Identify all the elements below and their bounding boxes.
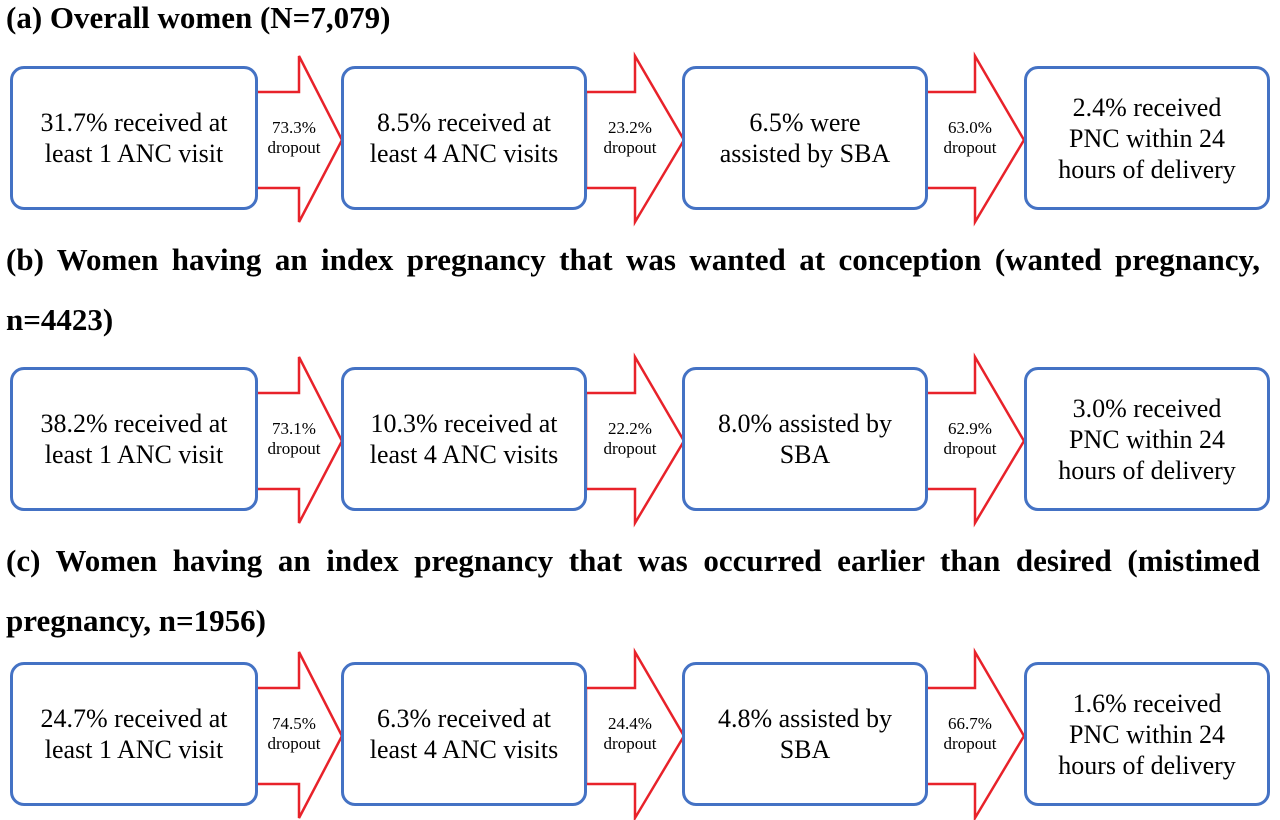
step-box: 1.6% received PNC within 24 hours of deliv… <box>1024 662 1270 806</box>
panel-b-heading: (b) Women having an index pregnancy that… <box>6 242 1260 337</box>
panel-a-flow: 73.3% dropout 23.2% dropout 63.0% dropout 31.7… <box>0 51 1280 227</box>
step-label: 8.5% received at least 4 ANC visits <box>369 108 559 168</box>
step-label: 6.3% received at least 4 ANC visits <box>369 704 559 764</box>
dropout-label: 74.5% dropout <box>267 714 321 753</box>
right-arrow-icon <box>584 647 686 820</box>
dropout-label: 73.1% dropout <box>267 419 321 458</box>
right-arrow-icon <box>254 55 344 223</box>
dropout-arrow: 73.1% dropout <box>254 355 344 525</box>
dropout-label: 63.0% dropout <box>943 118 997 157</box>
dropout-arrow: 62.9% dropout <box>924 352 1026 528</box>
step-box: 8.5% received at least 4 ANC visits <box>341 66 587 210</box>
step-label: 3.0% received PNC within 24 hours of deliv… <box>1058 393 1236 485</box>
step-box: 2.4% received PNC within 24 hours of deliv… <box>1024 66 1270 210</box>
step-box: 4.8% assisted by SBA <box>682 662 928 806</box>
right-arrow-icon <box>924 51 1026 227</box>
panel-c-heading: (c) Women having an index pregnancy that… <box>6 543 1260 638</box>
step-label: 38.2% received at least 1 ANC visit <box>40 409 228 469</box>
step-box: 38.2% received at least 1 ANC visit <box>10 367 258 511</box>
panel-c-flow: 74.5% dropout 24.4% dropout 66.7% dropout 24.7… <box>0 647 1280 820</box>
dropout-arrow: 74.5% dropout <box>254 650 344 820</box>
step-label: 31.7% received at least 1 ANC visit <box>40 108 228 168</box>
step-label: 8.0% assisted by SBA <box>717 409 893 469</box>
dropout-arrow: 23.2% dropout <box>584 51 686 227</box>
dropout-arrow: 24.4% dropout <box>584 647 686 820</box>
dropout-arrow: 73.3% dropout <box>254 54 344 224</box>
step-label: 1.6% received PNC within 24 hours of deliv… <box>1058 688 1236 780</box>
step-label: 2.4% received PNC within 24 hours of deliv… <box>1058 92 1236 184</box>
dropout-arrow: 63.0% dropout <box>924 51 1026 227</box>
step-box: 8.0% assisted by SBA <box>682 367 928 511</box>
step-label: 4.8% assisted by SBA <box>717 704 893 764</box>
panel-a-heading: (a) Overall women (N=7,079) <box>6 0 391 35</box>
dropout-label: 24.4% dropout <box>603 714 657 753</box>
step-label: 24.7% received at least 1 ANC visit <box>40 704 228 764</box>
right-arrow-icon <box>924 647 1026 820</box>
step-label: 10.3% received at least 4 ANC visits <box>369 409 559 469</box>
right-arrow-icon <box>254 356 344 524</box>
dropout-label: 23.2% dropout <box>603 118 657 157</box>
step-box: 10.3% received at least 4 ANC visits <box>341 367 587 511</box>
panel-b-flow: 73.1% dropout 22.2% dropout 62.9% dropout 38.2… <box>0 352 1280 528</box>
dropout-arrow: 22.2% dropout <box>584 352 686 528</box>
right-arrow-icon <box>584 51 686 227</box>
dropout-label: 66.7% dropout <box>943 714 997 753</box>
step-box: 3.0% received PNC within 24 hours of deliv… <box>1024 367 1270 511</box>
step-box: 31.7% received at least 1 ANC visit <box>10 66 258 210</box>
dropout-label: 73.3% dropout <box>267 118 321 157</box>
right-arrow-icon <box>254 651 344 819</box>
right-arrow-icon <box>924 352 1026 528</box>
step-box: 6.5% were assisted by SBA <box>682 66 928 210</box>
step-box: 6.3% received at least 4 ANC visits <box>341 662 587 806</box>
step-label: 6.5% were assisted by SBA <box>719 108 891 168</box>
dropout-label: 62.9% dropout <box>943 419 997 458</box>
dropout-arrow: 66.7% dropout <box>924 647 1026 820</box>
right-arrow-icon <box>584 352 686 528</box>
step-box: 24.7% received at least 1 ANC visit <box>10 662 258 806</box>
dropout-label: 22.2% dropout <box>603 419 657 458</box>
